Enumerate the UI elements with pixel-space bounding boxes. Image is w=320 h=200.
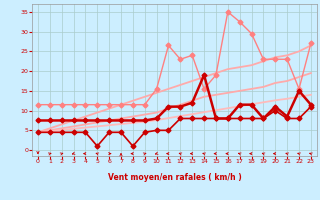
X-axis label: Vent moyen/en rafales ( km/h ): Vent moyen/en rafales ( km/h ) [108,173,241,182]
